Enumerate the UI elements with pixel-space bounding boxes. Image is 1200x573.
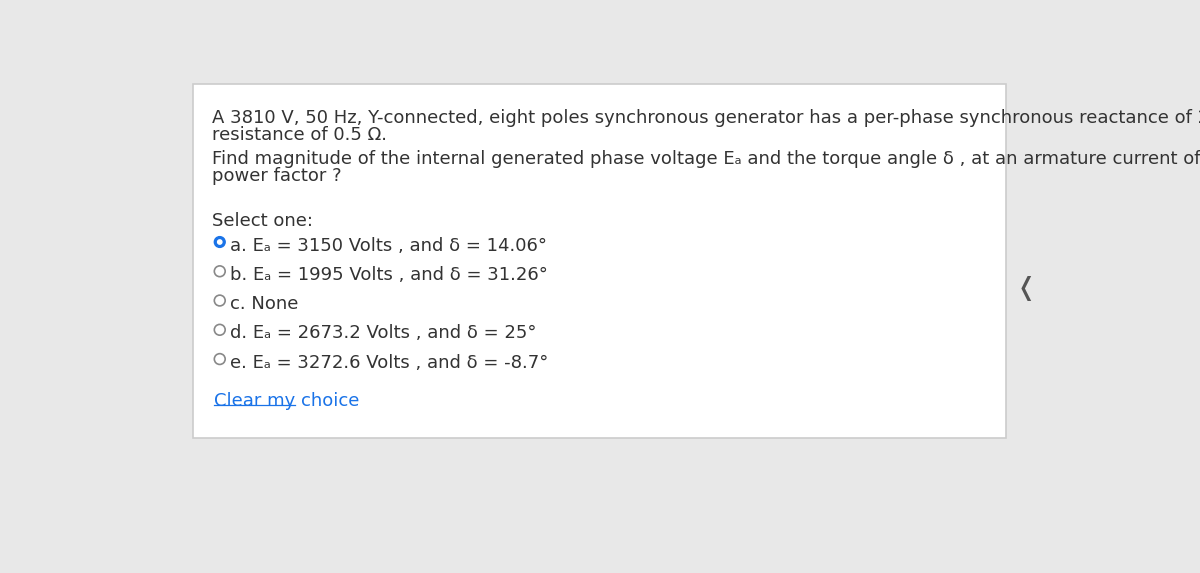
Text: A 3810 V, 50 Hz, Y-connected, eight poles synchronous generator has a per-phase : A 3810 V, 50 Hz, Y-connected, eight pole…	[212, 109, 1200, 127]
Text: Clear my choice: Clear my choice	[214, 392, 359, 410]
Text: a. Eₐ = 3150 Volts , and δ = 14.06°: a. Eₐ = 3150 Volts , and δ = 14.06°	[230, 237, 547, 254]
Text: e. Eₐ = 3272.6 Volts , and δ = -8.7°: e. Eₐ = 3272.6 Volts , and δ = -8.7°	[230, 354, 548, 372]
Circle shape	[217, 240, 222, 244]
Text: c. None: c. None	[230, 295, 298, 313]
Circle shape	[215, 295, 226, 306]
Text: ❬: ❬	[1015, 276, 1037, 301]
FancyBboxPatch shape	[193, 84, 1007, 438]
Circle shape	[215, 324, 226, 335]
Text: power factor ?: power factor ?	[212, 167, 342, 185]
Text: b. Eₐ = 1995 Volts , and δ = 31.26°: b. Eₐ = 1995 Volts , and δ = 31.26°	[230, 266, 547, 284]
Circle shape	[215, 266, 226, 277]
Text: d. Eₐ = 2673.2 Volts , and δ = 25°: d. Eₐ = 2673.2 Volts , and δ = 25°	[230, 324, 536, 343]
Text: resistance of 0.5 Ω.: resistance of 0.5 Ω.	[212, 125, 386, 144]
Circle shape	[215, 354, 226, 364]
Text: Select one:: Select one:	[212, 212, 313, 230]
Circle shape	[215, 237, 226, 248]
Text: Find magnitude of the internal generated phase voltage Eₐ and the torque angle δ: Find magnitude of the internal generated…	[212, 150, 1200, 168]
